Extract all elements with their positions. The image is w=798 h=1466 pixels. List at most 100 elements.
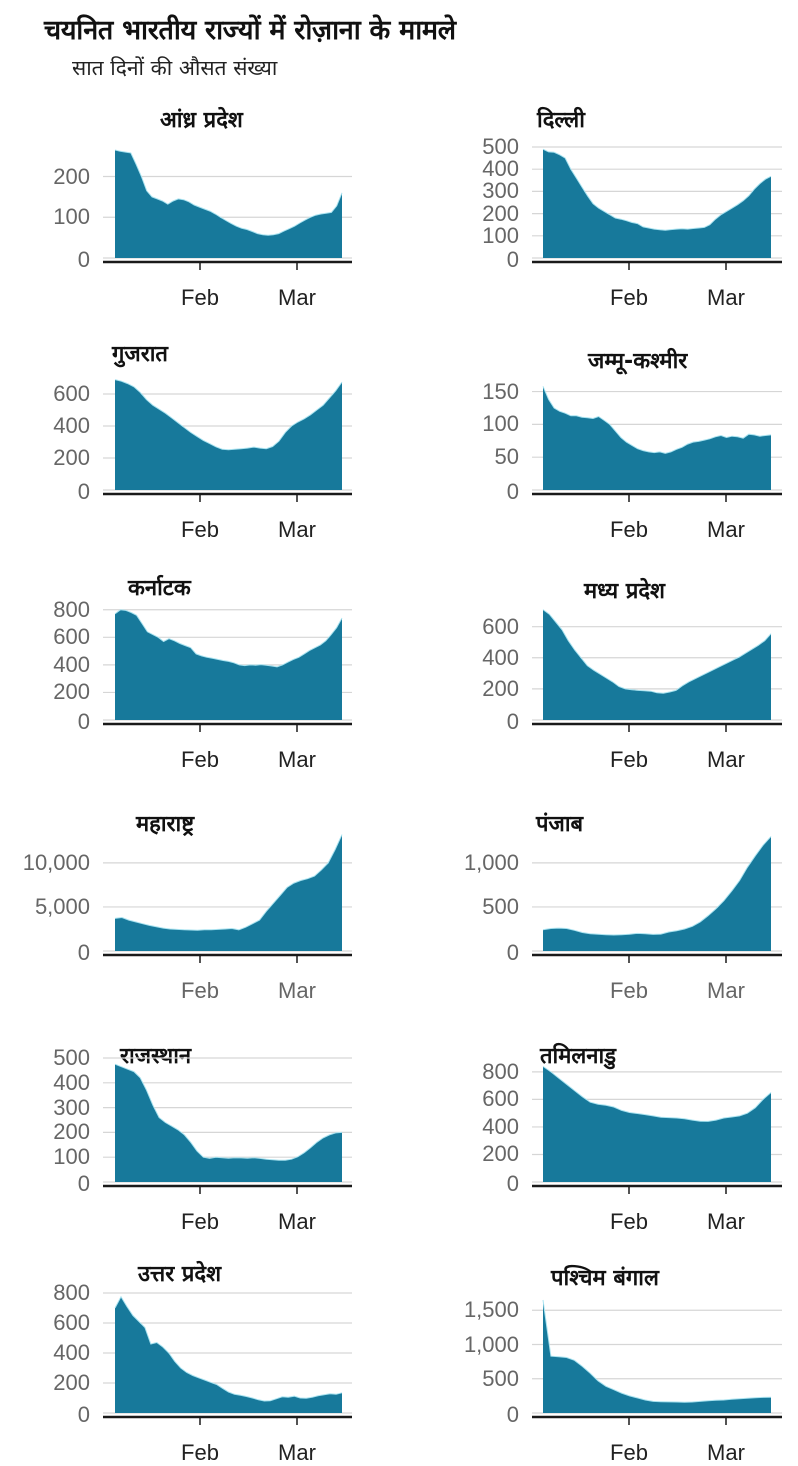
x-tick-label: Feb (181, 1440, 219, 1465)
x-tick-label: Feb (181, 285, 219, 310)
y-tick-label: 200 (482, 200, 519, 226)
y-tick-label: 200 (53, 679, 90, 705)
chart-title: तमिलनाडु (540, 1044, 616, 1069)
x-tick-label: Mar (707, 285, 745, 310)
y-tick-label: 100 (482, 411, 519, 437)
y-tick-label: 300 (482, 178, 519, 204)
area-edge (542, 386, 772, 454)
x-tick-label: Feb (610, 285, 648, 310)
chart-title: गुजरात (112, 342, 168, 367)
y-tick-label: 1,000 (463, 1331, 519, 1357)
y-tick-label: 0 (506, 940, 519, 965)
area-edge (114, 834, 343, 931)
area-series (115, 609, 342, 720)
y-tick-label: 400 (482, 1113, 519, 1139)
y-tick-label: 600 (482, 1086, 519, 1112)
y-tick-label: 200 (482, 1141, 519, 1167)
y-tick-label: 0 (77, 940, 90, 965)
y-tick-label: 10,000 (22, 849, 90, 875)
y-tick-label: 500 (482, 134, 519, 159)
chart-title: उत्तर प्रदेश (138, 1262, 222, 1287)
chart-title: कर्नाटक (128, 576, 191, 601)
y-tick-label: 0 (77, 1402, 90, 1427)
y-tick-label: 1,500 (463, 1297, 519, 1323)
x-tick-label: Mar (707, 1209, 745, 1234)
y-tick-label: 0 (506, 1402, 519, 1427)
y-tick-label: 100 (53, 1144, 90, 1170)
area-edge (542, 1299, 772, 1403)
x-tick-label: Mar (278, 1440, 316, 1465)
area-series (543, 386, 771, 490)
chart-title: पंजाब (536, 812, 584, 837)
chart-title: राजस्थान (120, 1044, 192, 1069)
chart-title: पश्चिम बंगाल (551, 1266, 659, 1291)
area-series (115, 834, 342, 951)
y-tick-label: 200 (482, 675, 519, 701)
y-tick-label: 600 (53, 1310, 90, 1335)
x-tick-label: Feb (181, 1209, 219, 1234)
y-tick-label: 400 (53, 651, 90, 677)
y-tick-label: 400 (53, 1340, 90, 1365)
y-tick-label: 500 (482, 893, 519, 919)
y-tick-label: 0 (77, 479, 90, 504)
x-tick-label: Feb (181, 978, 219, 1003)
y-tick-label: 600 (482, 613, 519, 639)
chart-title: मध्य प्रदेश (584, 579, 666, 604)
area-edge (542, 1065, 772, 1122)
y-tick-label: 0 (506, 479, 519, 504)
x-tick-label: Feb (610, 1209, 648, 1234)
area-edge (542, 609, 772, 694)
area-series (115, 379, 342, 490)
page-subtitle: सात दिनों की औसत संख्या (72, 56, 278, 80)
x-tick-label: Mar (278, 978, 316, 1003)
x-tick-label: Feb (181, 747, 219, 772)
y-tick-label: 200 (53, 1119, 90, 1145)
y-tick-label: 200 (53, 163, 90, 189)
chart-title: महाराष्ट्र (136, 812, 195, 837)
y-tick-label: 0 (77, 247, 90, 272)
x-tick-label: Feb (610, 747, 648, 772)
x-tick-label: Mar (278, 1209, 316, 1234)
y-tick-label: 600 (53, 381, 90, 406)
area-series (543, 1066, 771, 1182)
y-tick-label: 400 (53, 1069, 90, 1095)
x-tick-label: Feb (610, 1440, 648, 1465)
area-series (115, 1064, 342, 1182)
y-tick-label: 5,000 (34, 893, 90, 919)
y-tick-label: 100 (482, 222, 519, 248)
y-tick-label: 800 (53, 1280, 90, 1305)
y-tick-label: 800 (482, 1058, 519, 1084)
page-title: चयनित भारतीय राज्यों में रोज़ाना के मामल… (44, 15, 456, 46)
area-series (543, 1300, 771, 1413)
x-tick-label: Mar (278, 285, 316, 310)
area-edge (114, 379, 343, 451)
x-tick-label: Mar (707, 517, 745, 542)
area-series (543, 609, 771, 720)
chart-title: आंध्र प्रदेश (160, 108, 243, 133)
y-tick-label: 0 (77, 709, 90, 734)
y-tick-label: 200 (53, 445, 90, 470)
area-edge (542, 148, 772, 231)
y-tick-label: 0 (77, 1171, 90, 1196)
y-tick-label: 1,000 (463, 849, 519, 875)
y-tick-label: 400 (53, 413, 90, 438)
y-tick-label: 0 (506, 709, 519, 734)
area-series (115, 1296, 342, 1413)
y-tick-label: 300 (53, 1094, 90, 1120)
y-tick-label: 100 (53, 204, 90, 230)
area-edge (114, 1295, 343, 1402)
x-tick-label: Mar (707, 1440, 745, 1465)
x-tick-label: Mar (707, 978, 745, 1003)
y-tick-label: 200 (53, 1370, 90, 1395)
x-tick-label: Feb (610, 517, 648, 542)
x-tick-label: Mar (278, 747, 316, 772)
